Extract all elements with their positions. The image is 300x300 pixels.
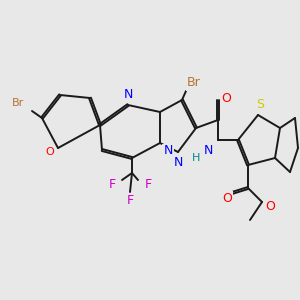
- Text: O: O: [265, 200, 275, 212]
- Text: N: N: [123, 88, 133, 101]
- Text: F: F: [108, 178, 116, 191]
- Text: F: F: [144, 178, 152, 191]
- Text: N: N: [203, 143, 213, 157]
- Text: O: O: [221, 92, 231, 104]
- Text: Br: Br: [12, 98, 24, 108]
- Text: N: N: [163, 145, 173, 158]
- Text: O: O: [46, 147, 54, 157]
- Text: H: H: [192, 153, 200, 163]
- Text: N: N: [173, 155, 183, 169]
- Text: Br: Br: [187, 76, 201, 89]
- Text: O: O: [222, 191, 232, 205]
- Text: F: F: [126, 194, 134, 206]
- Text: S: S: [256, 98, 264, 112]
